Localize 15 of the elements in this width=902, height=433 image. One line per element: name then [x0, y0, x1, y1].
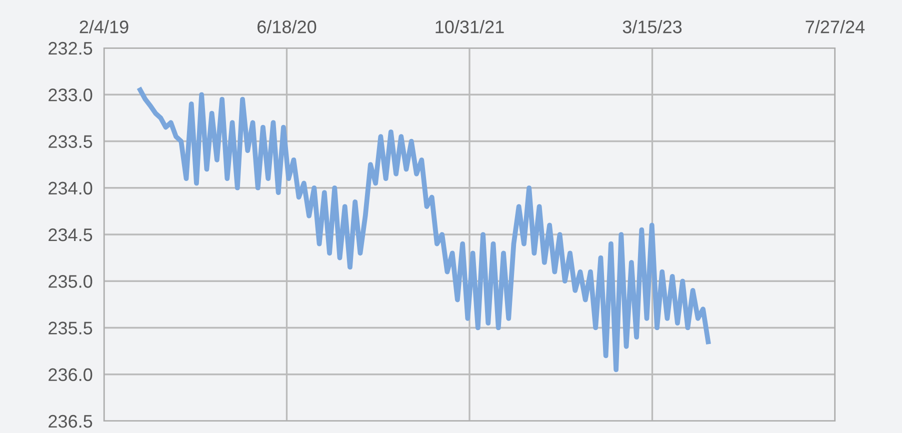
y-tick-label: 235.0	[48, 275, 92, 288]
x-tick-label: 2/4/19	[80, 20, 128, 34]
y-tick-label: 232.5	[48, 42, 92, 55]
y-tick-label: 236.5	[48, 414, 92, 428]
x-tick-label: 6/18/20	[258, 20, 316, 34]
x-tick-label: 10/31/21	[436, 20, 504, 34]
y-tick-label: 233.0	[48, 88, 92, 102]
y-tick-label: 234.5	[48, 228, 92, 242]
y-tick-label: 233.5	[48, 135, 92, 148]
line-series	[138, 88, 711, 372]
y-tick-label: 236.0	[48, 368, 92, 382]
y-tick-label: 234.0	[48, 182, 92, 195]
x-tick-label: 3/15/23	[622, 20, 682, 34]
y-tick-label: 235.5	[48, 322, 92, 334]
x-tick-label: 7/27/24	[806, 20, 865, 34]
